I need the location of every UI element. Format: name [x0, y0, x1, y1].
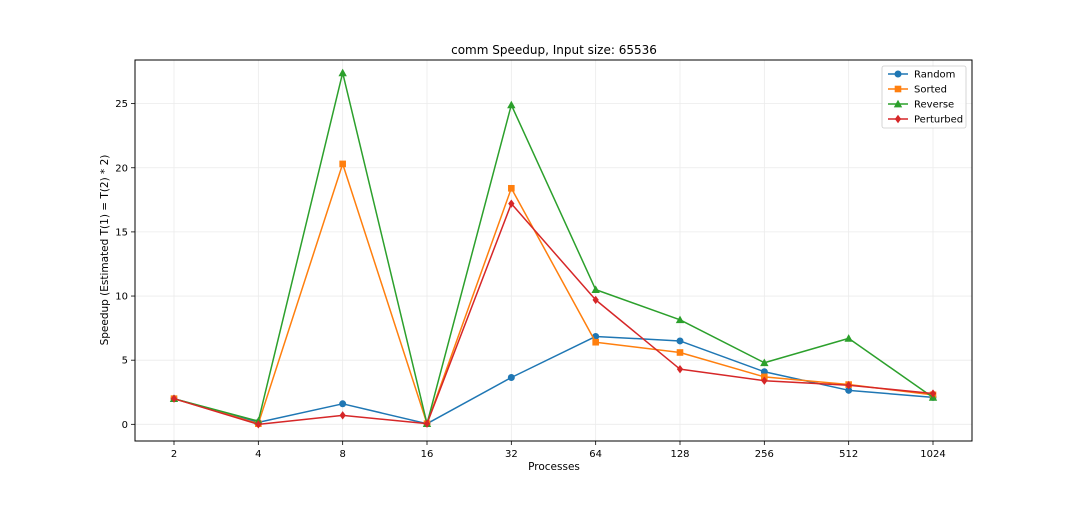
data-point-sorted: [508, 184, 515, 192]
data-point-sorted: [592, 338, 599, 346]
data-point-reverse: [844, 334, 853, 342]
data-point-reverse: [760, 358, 769, 367]
data-point-sorted: [339, 160, 346, 168]
data-point-reverse: [591, 285, 600, 293]
x-tick-label: 2: [171, 449, 177, 460]
x-tick-label: 32: [505, 449, 518, 460]
data-point-perturbed: [339, 411, 346, 420]
x-tick-label: 256: [755, 449, 774, 460]
data-point-perturbed: [423, 419, 431, 428]
y-axis-label: Speedup (Estimated T(1) = T(2) * 2): [99, 155, 111, 346]
data-point-perturbed: [929, 389, 937, 398]
legend-label: Random: [914, 70, 955, 81]
data-point-reverse: [675, 315, 685, 324]
legend-box: [881, 65, 967, 129]
series-random: [170, 332, 937, 428]
data-point-perturbed: [676, 364, 684, 374]
x-tick-label: 4: [255, 449, 261, 460]
legend-marker: [894, 85, 902, 93]
y-tick-label: 25: [115, 99, 128, 110]
series-line-random: [173, 335, 934, 425]
y-tick-label: 15: [115, 227, 128, 238]
data-point-random: [507, 374, 515, 381]
chart-title: comm Speedup, Input size: 65536: [451, 43, 657, 57]
series-reverse: [169, 68, 938, 428]
y-tick-label: 5: [122, 356, 128, 367]
x-tick-label: 1024: [920, 449, 945, 460]
data-point-random: [845, 386, 853, 394]
legend-marker: [894, 114, 902, 124]
legend-item-perturbed: Perturbed: [888, 115, 963, 126]
legend-item-random: Random: [888, 70, 955, 81]
legend-item-reverse: Reverse: [888, 100, 954, 111]
legend-label: Perturbed: [914, 115, 963, 126]
plot-area: [134, 59, 973, 442]
x-tick-label: 512: [839, 449, 858, 460]
legend-marker: [893, 99, 903, 108]
y-axis: 0 5 10 15 20 25: [115, 99, 135, 431]
data-point-perturbed: [508, 199, 515, 208]
data-point-random: [676, 337, 684, 345]
series-line-perturbed: [173, 202, 934, 426]
x-axis: 2 4 8 16 32 64 128 256 512 1024: [171, 441, 946, 460]
series-sorted: [170, 160, 937, 427]
legend-label: Reverse: [914, 100, 954, 111]
x-tick-label: 16: [421, 449, 434, 460]
data-point-random: [760, 368, 768, 376]
grid-lines: [135, 60, 972, 441]
data-point-random: [339, 400, 347, 408]
y-tick-label: 10: [115, 292, 128, 303]
legend: Random Sorted Reverse Perturbed: [881, 65, 967, 129]
series-line-sorted: [173, 163, 934, 425]
data-point-perturbed: [761, 376, 768, 385]
x-tick-label: 64: [589, 449, 602, 460]
series-line-reverse: [173, 72, 934, 425]
legend-label: Sorted: [914, 85, 947, 96]
y-tick-label: 20: [115, 163, 128, 174]
data-point-reverse: [507, 100, 516, 109]
data-point-perturbed: [592, 295, 599, 305]
x-axis-label: Processes: [528, 461, 580, 473]
data-point-reverse: [338, 68, 347, 77]
x-tick-label: 8: [339, 449, 345, 460]
series-layer: [169, 68, 938, 429]
data-point-sorted: [676, 349, 684, 356]
legend-marker: [894, 70, 902, 78]
x-tick-label: 128: [670, 449, 689, 460]
data-point-perturbed: [255, 420, 262, 429]
data-point-perturbed: [845, 380, 852, 390]
data-point-perturbed: [170, 394, 178, 403]
legend-item-sorted: Sorted: [888, 85, 947, 96]
y-tick-label: 0: [122, 420, 128, 431]
series-perturbed: [170, 199, 937, 429]
